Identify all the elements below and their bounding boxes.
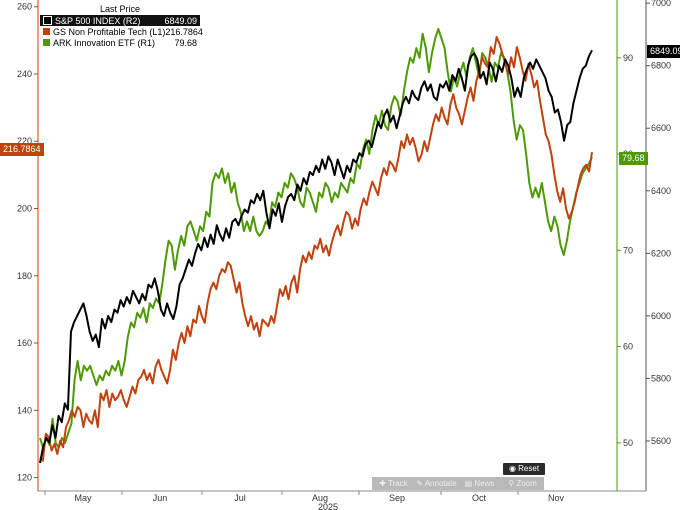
r1-tick-label: 50 (623, 438, 633, 448)
legend-swatch-spx (43, 16, 52, 25)
x-tick-label: Sep (389, 493, 405, 503)
track-icon: ✚ (379, 479, 386, 488)
x-tick-label: Nov (548, 493, 565, 503)
legend-item-gs[interactable]: GS Non Profitable Tech (L1) 216.7864 (40, 26, 203, 37)
r2-tick-label: 5800 (651, 373, 671, 383)
r1-tick-label: 60 (623, 342, 633, 352)
r1-tick-label: 90 (623, 53, 633, 63)
x-year-label: 2025 (318, 502, 338, 510)
l1-tick-label: 220 (17, 136, 32, 146)
legend-name-spx: S&P 500 INDEX (R2) (55, 15, 141, 26)
legend-swatch-ark (43, 39, 50, 46)
annotate-button[interactable]: ✎ Annotate (415, 477, 458, 490)
legend: Last Price S&P 500 INDEX (R2) 6849.09 GS… (40, 4, 203, 48)
x-tick-label: Aug (312, 493, 328, 503)
l1-tick-labels: 120 140 160 180 200 220 240 260 (17, 2, 38, 483)
r2-tick-label: 6000 (651, 311, 671, 321)
l1-tick-label: 160 (17, 338, 32, 348)
x-tick-label: Jun (153, 493, 168, 503)
legend-name-gs: GS Non Profitable Tech (L1) (53, 26, 166, 37)
spx-last-price-badge: 6849.09 (647, 45, 680, 58)
r2-tick-label: 6200 (651, 248, 671, 258)
left-last-price-badge: 216.7864 (0, 143, 44, 156)
annotate-label: Annotate (424, 479, 457, 488)
l1-tick-label: 260 (17, 2, 32, 12)
legend-value-ark: 79.68 (174, 37, 197, 48)
legend-name-ark: ARK Innovation ETF (R1) (53, 37, 156, 48)
ark-last-price-badge: 79.68 (619, 152, 648, 165)
series-lines (39, 27, 593, 464)
x-tick-labels: May Jun Jul Aug Sep Oct Nov 2025 (44, 491, 565, 510)
r2-tick-label: 6400 (651, 186, 671, 196)
gs-line (39, 36, 593, 462)
news-icon: ▤ (464, 479, 473, 488)
zoom-icon: ⚲ (508, 479, 515, 488)
r1-tick-labels: 5060708090 (617, 53, 633, 448)
news-label: News (474, 479, 495, 488)
track-label: Track (388, 479, 408, 488)
news-button[interactable]: ▤ News (458, 477, 501, 490)
l1-tick-label: 140 (17, 405, 32, 415)
x-tick-label: May (74, 493, 92, 503)
l1-tick-label: 180 (17, 271, 32, 281)
r2-tick-label: 5600 (651, 436, 671, 446)
reset-button[interactable]: ◉ Reset (503, 463, 545, 475)
ark-line (39, 27, 593, 449)
x-tick-label: Jul (234, 493, 246, 503)
track-button[interactable]: ✚ Track (372, 477, 415, 490)
r2-tick-label: 6800 (651, 61, 671, 71)
r2-tick-labels: 5600 5800 6000 6200 6400 6600 6800 7000 (646, 0, 671, 446)
annotate-icon: ✎ (416, 479, 423, 488)
legend-header: Last Price (99, 4, 141, 14)
spx-line (39, 49, 593, 464)
legend-swatch-gs (43, 28, 50, 35)
r2-tick-label: 7000 (651, 0, 671, 8)
legend-item-ark[interactable]: ARK Innovation ETF (R1) 79.68 (40, 37, 200, 48)
legend-value-spx: 6849.09 (164, 15, 197, 26)
chart-toolbar: ✚ Track ✎ Annotate ▤ News ⚲ Zoom (372, 477, 544, 490)
r2-tick-label: 6600 (651, 123, 671, 133)
legend-value-gs: 216.7864 (165, 26, 203, 37)
reset-label: Reset (518, 464, 540, 473)
l1-tick-label: 240 (17, 69, 32, 79)
l1-tick-label: 200 (17, 204, 32, 214)
zoom-button[interactable]: ⚲ Zoom (501, 477, 544, 490)
r1-tick-label: 70 (623, 245, 633, 255)
legend-item-spx[interactable]: S&P 500 INDEX (R2) 6849.09 (40, 15, 200, 26)
x-tick-label: Oct (472, 493, 487, 503)
zoom-label: Zoom (516, 479, 537, 488)
reset-icon: ◉ (508, 464, 516, 473)
l1-tick-label: 120 (17, 473, 32, 483)
